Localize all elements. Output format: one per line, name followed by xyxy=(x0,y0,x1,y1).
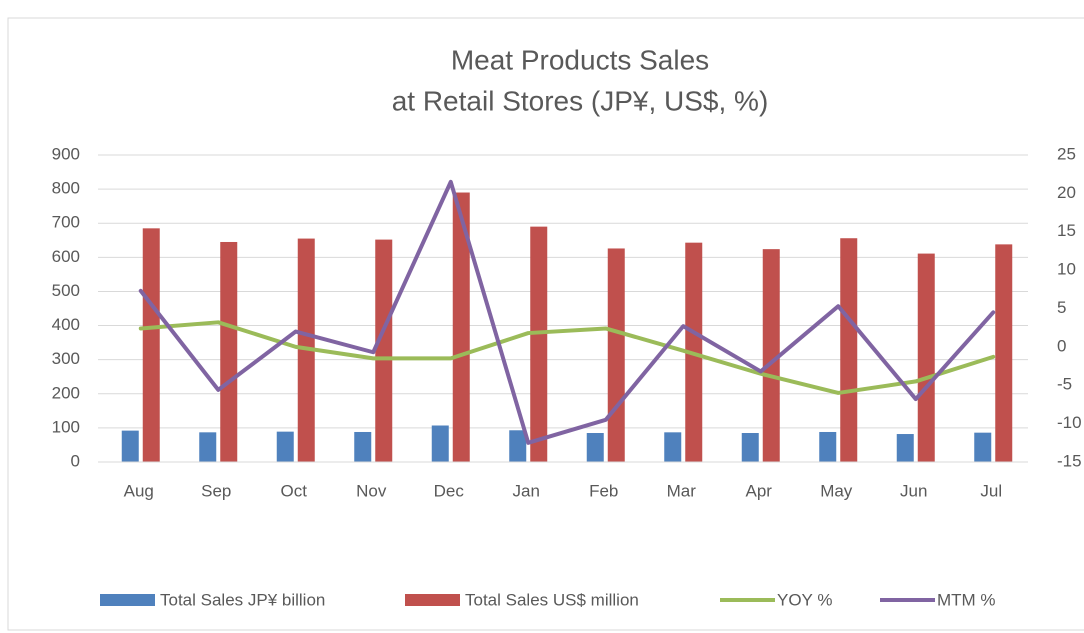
x-tick-label: Mar xyxy=(667,481,697,500)
bar xyxy=(354,431,372,462)
y2-tick-label: 10 xyxy=(1057,260,1076,279)
bar xyxy=(431,425,449,462)
legend-swatch xyxy=(100,594,155,606)
y2-tick-label: 15 xyxy=(1057,221,1076,240)
bar xyxy=(607,248,625,462)
legend-label: MTM % xyxy=(937,590,996,609)
bar xyxy=(995,244,1013,462)
x-tick-label: May xyxy=(820,481,853,500)
x-tick-label: Dec xyxy=(434,481,465,500)
y2-tick-label: 5 xyxy=(1057,298,1066,317)
y-tick-label: 200 xyxy=(52,383,80,402)
x-tick-label: Apr xyxy=(746,481,773,500)
x-tick-label: Jan xyxy=(513,481,540,500)
y-tick-label: 500 xyxy=(52,281,80,300)
bar xyxy=(121,430,139,462)
x-tick-label: Sep xyxy=(201,481,231,500)
y2-tick-label: -5 xyxy=(1057,375,1072,394)
y2-tick-label: -10 xyxy=(1057,413,1082,432)
x-tick-label: Nov xyxy=(356,481,387,500)
bar xyxy=(974,432,992,462)
legend-label: Total Sales US$ million xyxy=(465,590,639,609)
bar xyxy=(741,433,759,462)
bar xyxy=(199,432,217,462)
y2-tick-label: 0 xyxy=(1057,336,1066,355)
y-tick-label: 600 xyxy=(52,247,80,266)
x-tick-label: Oct xyxy=(281,481,308,500)
bar xyxy=(276,431,294,462)
bar xyxy=(530,226,548,462)
y-tick-label: 800 xyxy=(52,179,80,198)
y-tick-label: 700 xyxy=(52,213,80,232)
line-series xyxy=(138,179,996,445)
y-tick-label: 900 xyxy=(52,144,80,163)
y-tick-label: 300 xyxy=(52,349,80,368)
bar xyxy=(917,253,935,462)
bar xyxy=(819,431,837,462)
x-tick-label: Jun xyxy=(900,481,927,500)
bar xyxy=(375,239,393,462)
x-tick-label: Aug xyxy=(124,481,154,500)
bar xyxy=(509,430,527,462)
bar xyxy=(664,432,682,462)
bar xyxy=(142,228,160,462)
chart-title: Meat Products Sales xyxy=(451,44,709,75)
y2-tick-label: 20 xyxy=(1057,183,1076,202)
chart-title: at Retail Stores (JP¥, US$, %) xyxy=(392,85,769,116)
y-tick-label: 100 xyxy=(52,417,80,436)
y2-tick-label: 25 xyxy=(1057,144,1076,163)
bar xyxy=(220,241,238,462)
legend-swatch xyxy=(405,594,460,606)
legend-label: Total Sales JP¥ billion xyxy=(160,590,325,609)
bar xyxy=(896,434,914,462)
x-tick-label: Jul xyxy=(980,481,1002,500)
bar xyxy=(762,249,780,462)
y-tick-label: 0 xyxy=(71,451,80,470)
y2-tick-label: -15 xyxy=(1057,451,1082,470)
y-tick-label: 400 xyxy=(52,315,80,334)
legend-label: YOY % xyxy=(777,590,832,609)
bar xyxy=(840,238,858,462)
bar xyxy=(586,433,604,462)
x-tick-label: Feb xyxy=(589,481,618,500)
bar xyxy=(452,192,470,462)
